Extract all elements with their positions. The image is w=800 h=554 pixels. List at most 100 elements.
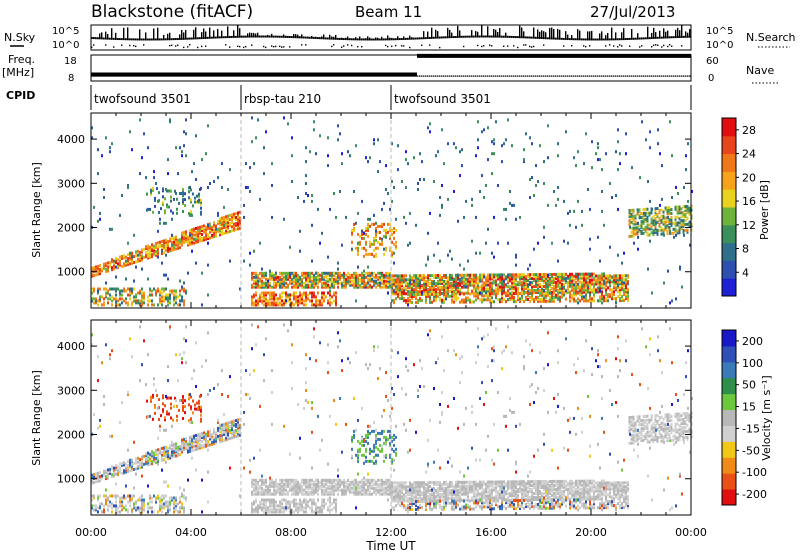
power-cell [575, 225, 577, 229]
power-cell [433, 280, 435, 283]
power-cell [327, 164, 329, 168]
power-cell [383, 279, 385, 283]
velocity-cell [183, 445, 185, 449]
freq-point [99, 75, 101, 77]
power-cell [403, 215, 405, 219]
power-cell [119, 261, 121, 265]
power-cell [175, 291, 177, 295]
power-cell [513, 300, 515, 304]
power-cell [181, 285, 183, 289]
power-cell [159, 301, 161, 305]
freq-point [625, 75, 627, 77]
power-cell [688, 224, 691, 228]
noise-sky-point [603, 38, 605, 41]
noise-spike [647, 26, 649, 39]
power-cell [163, 241, 165, 245]
power-cell [217, 176, 219, 180]
power-cell [505, 217, 507, 221]
nave-point [449, 53, 451, 58]
power-cell [493, 292, 495, 296]
power-cell [623, 278, 625, 282]
power-cell [205, 235, 207, 239]
noise-spike [381, 36, 383, 40]
power-cell [171, 291, 173, 295]
power-cell [666, 206, 669, 210]
power-cell [335, 275, 337, 279]
power-cell [399, 284, 401, 288]
power-cell [213, 231, 215, 235]
nave-point [363, 72, 365, 77]
power-cell [443, 294, 445, 298]
power-cell [519, 300, 521, 303]
power-cell [517, 296, 519, 299]
freq-point [323, 75, 325, 77]
noise-sky-point [263, 35, 265, 38]
power-cell [191, 238, 193, 242]
velocity-cell [93, 475, 95, 478]
power-cell [571, 295, 573, 299]
power-cell [551, 280, 553, 284]
freq-point [331, 75, 333, 77]
nave-point [547, 53, 549, 58]
power-cell [483, 294, 485, 298]
power-cell [325, 279, 327, 283]
power-cell [617, 286, 619, 290]
power-cell [185, 132, 187, 136]
power-cell [630, 216, 633, 220]
power-cell [315, 279, 317, 283]
power-cell [251, 285, 253, 289]
power-cell [329, 271, 331, 275]
power-cell [461, 298, 463, 302]
power-cell [273, 283, 275, 287]
power-cell [587, 299, 589, 303]
power-cell [619, 152, 621, 156]
velocity-cell [153, 457, 155, 461]
power-cell [421, 284, 423, 288]
noise-search-point [523, 44, 525, 46]
nave-point [345, 72, 347, 77]
power-cell [319, 301, 321, 305]
noise-sky-point [245, 35, 247, 38]
power-cell [227, 220, 229, 224]
noise-spike [271, 33, 273, 37]
nave-point [297, 72, 299, 77]
power-cell [185, 289, 187, 293]
power-cell [465, 277, 467, 281]
power-cell [151, 245, 153, 249]
nave-point [593, 53, 595, 58]
power-cell [197, 236, 199, 240]
noise-sky-point [187, 37, 189, 40]
velocity-cell [97, 475, 99, 479]
power-cell [487, 287, 489, 291]
noise-sky-point [173, 38, 175, 41]
freq-point [467, 75, 469, 77]
power-cell [399, 280, 401, 284]
power-cell [479, 275, 481, 279]
noise-search-point [671, 45, 673, 47]
noise-spike [497, 32, 499, 37]
noise-sky-point [597, 38, 599, 41]
power-cell [497, 275, 499, 279]
power-cell [327, 273, 329, 277]
power-cell [321, 291, 323, 295]
nave-point [423, 53, 425, 58]
nave-point [441, 53, 443, 58]
power-cell [255, 291, 257, 295]
power-cell [257, 303, 259, 307]
power-cell [275, 301, 277, 305]
power-cell [353, 277, 355, 281]
velocity-cell [151, 454, 153, 458]
power-cell [173, 240, 175, 244]
power-cell [387, 222, 389, 226]
power-cell [119, 291, 121, 295]
power-cell [115, 297, 117, 301]
power-cell [195, 227, 197, 230]
power-cell [157, 253, 159, 257]
power-cell [628, 209, 631, 212]
power-cell [581, 286, 583, 290]
power-cell [200, 210, 202, 214]
power-cell [335, 277, 337, 281]
power-cell [501, 294, 503, 298]
power-cell [658, 224, 661, 228]
power-cell [627, 299, 629, 302]
